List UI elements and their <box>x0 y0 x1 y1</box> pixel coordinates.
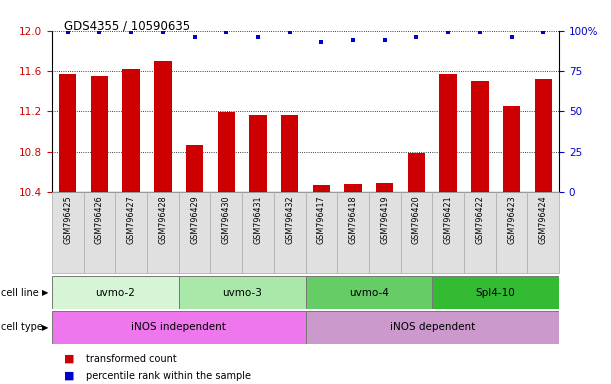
Point <box>316 39 326 45</box>
Bar <box>218 113 235 192</box>
Bar <box>179 192 210 273</box>
Bar <box>464 192 496 273</box>
Point <box>443 29 453 35</box>
Text: percentile rank within the sample: percentile rank within the sample <box>86 371 251 381</box>
Point <box>253 34 263 40</box>
Point <box>221 29 231 35</box>
Bar <box>274 192 306 273</box>
Bar <box>179 276 306 309</box>
Bar <box>496 192 527 273</box>
Point <box>95 29 104 35</box>
Text: transformed count: transformed count <box>86 354 177 364</box>
Text: GSM796429: GSM796429 <box>190 195 199 244</box>
Text: cell line: cell line <box>1 288 39 298</box>
Point <box>380 37 390 43</box>
Point <box>348 37 358 43</box>
Bar <box>59 74 76 192</box>
Text: GDS4355 / 10590635: GDS4355 / 10590635 <box>64 19 190 32</box>
Text: iNOS independent: iNOS independent <box>131 322 226 333</box>
Bar <box>52 276 179 309</box>
Text: ▶: ▶ <box>42 323 48 332</box>
Text: GSM796422: GSM796422 <box>475 195 485 244</box>
Bar <box>154 61 172 192</box>
Point <box>126 29 136 35</box>
Text: GSM796426: GSM796426 <box>95 195 104 244</box>
Point <box>285 29 295 35</box>
Bar <box>210 192 242 273</box>
Text: GSM796427: GSM796427 <box>126 195 136 244</box>
Bar <box>345 184 362 192</box>
Text: ▶: ▶ <box>42 288 48 297</box>
Bar <box>249 116 266 192</box>
Text: GSM796419: GSM796419 <box>380 195 389 244</box>
Text: ■: ■ <box>64 371 75 381</box>
Bar <box>376 183 393 192</box>
Bar <box>408 153 425 192</box>
Bar <box>401 192 433 273</box>
Text: GSM796421: GSM796421 <box>444 195 453 244</box>
Bar <box>115 192 147 273</box>
Text: GSM796423: GSM796423 <box>507 195 516 244</box>
Bar <box>84 192 115 273</box>
Bar <box>242 192 274 273</box>
Text: GSM796418: GSM796418 <box>348 195 357 244</box>
Text: GSM796432: GSM796432 <box>285 195 294 244</box>
Bar <box>306 192 337 273</box>
Text: GSM796430: GSM796430 <box>222 195 231 244</box>
Bar <box>433 192 464 273</box>
Bar <box>306 311 559 344</box>
Bar <box>527 192 559 273</box>
Text: GSM796424: GSM796424 <box>539 195 547 244</box>
Bar <box>471 81 489 192</box>
Bar <box>306 276 433 309</box>
Bar <box>122 69 140 192</box>
Text: GSM796420: GSM796420 <box>412 195 421 244</box>
Text: ■: ■ <box>64 354 75 364</box>
Point <box>158 29 168 35</box>
Text: uvmo-3: uvmo-3 <box>222 288 262 298</box>
Text: Spl4-10: Spl4-10 <box>476 288 516 298</box>
Text: uvmo-2: uvmo-2 <box>95 288 135 298</box>
Text: GSM796425: GSM796425 <box>64 195 72 244</box>
Bar <box>439 74 457 192</box>
Bar <box>433 276 559 309</box>
Bar <box>52 311 306 344</box>
Bar <box>186 145 203 192</box>
Text: GSM796428: GSM796428 <box>158 195 167 244</box>
Bar <box>337 192 369 273</box>
Bar <box>369 192 401 273</box>
Bar <box>52 192 84 273</box>
Point <box>63 29 73 35</box>
Point <box>507 34 516 40</box>
Bar <box>503 106 520 192</box>
Text: GSM796431: GSM796431 <box>254 195 263 244</box>
Bar <box>91 76 108 192</box>
Text: cell type: cell type <box>1 322 43 333</box>
Point <box>538 29 548 35</box>
Point <box>475 29 485 35</box>
Point <box>189 34 199 40</box>
Bar <box>147 192 179 273</box>
Bar <box>535 79 552 192</box>
Bar <box>313 185 330 192</box>
Bar <box>281 116 298 192</box>
Text: iNOS dependent: iNOS dependent <box>390 322 475 333</box>
Text: GSM796417: GSM796417 <box>317 195 326 244</box>
Text: uvmo-4: uvmo-4 <box>349 288 389 298</box>
Point <box>412 34 422 40</box>
